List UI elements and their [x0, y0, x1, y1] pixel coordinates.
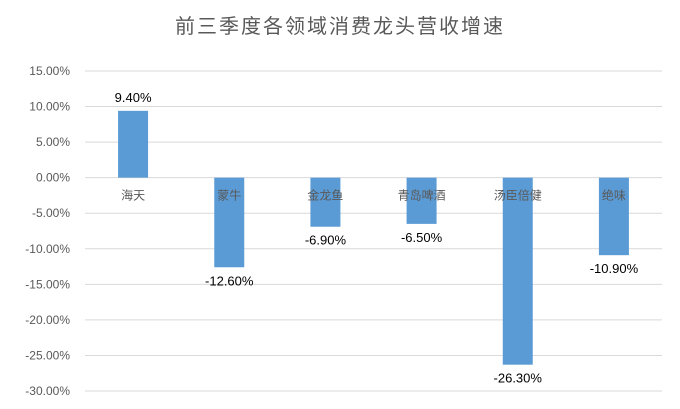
- bar: [598, 177, 629, 256]
- y-tick-label: 0.00%: [36, 171, 70, 185]
- bar: [310, 177, 341, 227]
- y-axis-tick-labels: 15.00% 10.00% 5.00% 0.00% -5.00% -10.00% -15.0…: [25, 64, 70, 398]
- chart-title: 前三季度各领域消费龙头营收增速: [175, 14, 505, 38]
- category-label: 海天: [121, 188, 145, 203]
- data-label: 9.40%: [115, 90, 152, 105]
- data-label: -12.60%: [205, 273, 254, 288]
- data-label: -10.90%: [590, 261, 639, 276]
- bar: [118, 110, 149, 178]
- y-tick-label: -10.00%: [25, 242, 70, 256]
- category-label: 金龙鱼: [307, 188, 343, 203]
- data-label: -26.30%: [494, 371, 543, 386]
- bar: [502, 177, 533, 365]
- y-tick-label: -25.00%: [25, 348, 70, 362]
- y-tick-label: -5.00%: [32, 206, 70, 220]
- category-label: 绝味: [602, 188, 626, 203]
- category-label: 蒙牛: [217, 188, 241, 203]
- gridlines: [85, 70, 662, 392]
- y-tick-label: -30.00%: [25, 384, 70, 398]
- y-tick-label: 10.00%: [29, 100, 70, 114]
- bar: [214, 177, 245, 268]
- category-labels: 海天 蒙牛 金龙鱼 青岛啤酒 汤臣倍健 绝味: [121, 188, 626, 203]
- category-label: 汤臣倍健: [494, 188, 542, 203]
- y-tick-label: 15.00%: [29, 64, 70, 78]
- bars: [118, 110, 629, 365]
- y-tick-label: -20.00%: [25, 313, 70, 327]
- category-label: 青岛啤酒: [398, 188, 446, 203]
- y-tick-label: 5.00%: [36, 135, 70, 149]
- bar: [406, 177, 437, 224]
- y-tick-label: -15.00%: [25, 277, 70, 291]
- data-labels: 9.40% -12.60% -6.90% -6.50% -26.30% -10.90%: [115, 90, 639, 386]
- data-label: -6.90%: [305, 233, 347, 248]
- data-label: -6.50%: [401, 230, 443, 245]
